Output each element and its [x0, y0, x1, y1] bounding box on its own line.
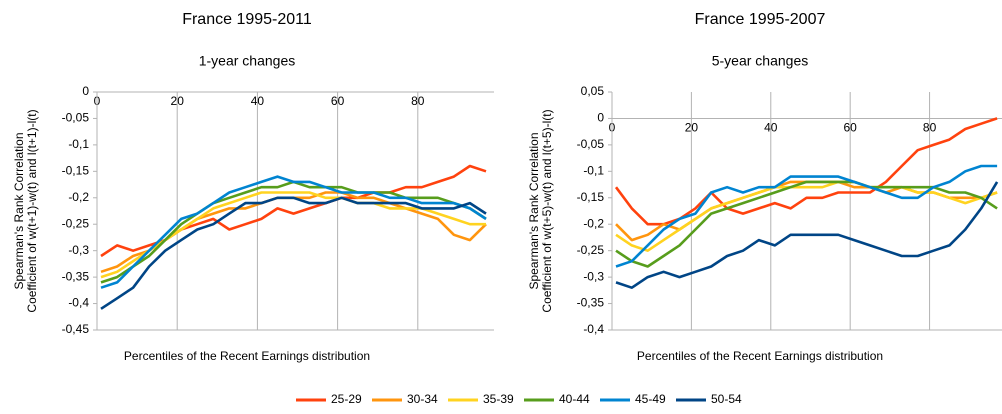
legend-label: 45-49	[635, 392, 666, 406]
legend-label: 50-54	[711, 392, 742, 406]
legend-label: 35-39	[483, 392, 514, 406]
legend-label: 40-44	[559, 392, 590, 406]
series-line	[615, 181, 999, 289]
x-tick-label: 80	[923, 121, 937, 135]
legend-item: 50-54	[676, 392, 742, 406]
y-tick-label: 0,05	[581, 84, 605, 98]
y-tick-label: -0,35	[577, 296, 605, 310]
series-line	[100, 191, 486, 279]
chart-subtitle: 1-year changes	[199, 53, 296, 69]
series-line	[615, 180, 998, 252]
x-axis-label: Percentiles of the Recent Earnings distr…	[124, 349, 370, 363]
y-axis-label: Coefficient of w(t+5)-w(t) and l(t+5)-l(…	[540, 109, 554, 312]
x-tick-label: 20	[171, 94, 185, 108]
legend-label: 30-34	[407, 392, 438, 406]
legend-item: 40-44	[524, 392, 590, 406]
x-tick-label: 40	[251, 94, 265, 108]
x-tick-label: 60	[331, 94, 345, 108]
y-tick-label: -0,15	[62, 164, 90, 178]
y-tick-label: -0,4	[583, 322, 604, 336]
y-tick-label: -0,1	[583, 164, 604, 178]
legend-item: 30-34	[372, 392, 438, 406]
y-tick-label: -0,2	[68, 190, 89, 204]
y-tick-label: -0,1	[68, 137, 89, 151]
y-tick-label: -0,3	[68, 243, 89, 257]
y-axis-label: Spearman's Rank Correlation	[12, 132, 26, 289]
y-tick-label: -0,3	[583, 269, 604, 283]
legend-label: 25-29	[331, 392, 362, 406]
series-line	[100, 175, 487, 289]
series-line	[100, 196, 487, 310]
y-axis-label: Coefficient of w(t+1)-w(t) and l(t+1)-l(…	[25, 109, 39, 312]
series-line	[615, 164, 998, 268]
y-tick-label: -0,2	[583, 216, 604, 230]
x-tick-label: 40	[764, 121, 778, 135]
y-tick-label: -0,15	[577, 190, 605, 204]
legend-item: 25-29	[296, 392, 362, 406]
x-tick-label: 60	[844, 121, 858, 135]
chart-title: France 1995-2007	[695, 11, 826, 28]
legend-item: 35-39	[448, 392, 514, 406]
y-tick-label: -0,35	[62, 269, 90, 283]
y-tick-label: -0,25	[577, 243, 605, 257]
x-tick-label: 80	[411, 94, 425, 108]
y-tick-label: 0	[82, 84, 89, 98]
y-tick-label: 0	[597, 111, 604, 125]
y-tick-label: -0,25	[62, 216, 90, 230]
y-axis-label: Spearman's Rank Correlation	[527, 132, 541, 289]
series-line	[614, 117, 998, 226]
y-tick-label: -0,05	[577, 137, 605, 151]
y-tick-label: -0,45	[62, 322, 90, 336]
x-axis-label: Percentiles of the Recent Earnings distr…	[637, 349, 883, 363]
chart-subtitle: 5-year changes	[712, 53, 809, 69]
x-tick-label: 20	[685, 121, 699, 135]
y-tick-label: -0,05	[62, 111, 90, 125]
y-tick-label: -0,4	[68, 296, 89, 310]
chart-title: France 1995-2011	[182, 11, 312, 28]
legend-item: 45-49	[600, 392, 666, 406]
